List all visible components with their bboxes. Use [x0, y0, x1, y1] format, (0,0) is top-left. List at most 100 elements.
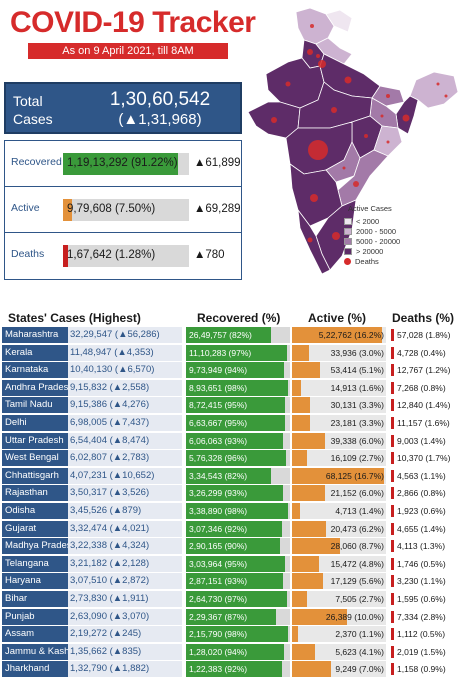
header-recovered: Recovered (%)	[197, 311, 281, 325]
active-bar	[292, 590, 307, 607]
active-cell: 30,131 (3.3%)	[292, 397, 386, 414]
deaths-value: 3,230 (1.1%)	[397, 576, 446, 587]
recovered-value: 3,07,346 (92%)	[189, 523, 248, 534]
death-bubble-jharkhand	[380, 114, 384, 118]
deaths-value: 1,595 (0.6%)	[397, 593, 446, 604]
state-cases: 9,15,386 (▲4,276)	[68, 397, 182, 414]
deaths-value: 1,746 (0.5%)	[397, 558, 446, 569]
active-value: 21,152 (6.0%)	[330, 488, 384, 499]
stat-label: Active	[11, 202, 40, 214]
active-cell: 2,370 (1.1%)	[292, 626, 386, 643]
recovered-cell: 1,28,020 (94%)	[186, 643, 290, 660]
deaths-bar	[391, 381, 394, 394]
deaths-value: 1,923 (0.6%)	[397, 505, 446, 516]
state-name: Tamil Nadu	[2, 397, 68, 414]
deaths-bar	[391, 452, 394, 465]
state-name: Gujarat	[2, 520, 68, 537]
deaths-cell: 11,157 (1.6%)	[388, 415, 460, 431]
recovered-bar	[186, 661, 282, 678]
recovered-value: 2,90,165 (90%)	[189, 541, 248, 552]
state-cases: 1,32,790 (▲1,882)	[68, 661, 182, 678]
stat-delta: ▲61,899	[194, 157, 241, 169]
deaths-value: 7,334 (2.8%)	[397, 611, 446, 622]
state-cases: 4,07,231 (▲10,652)	[68, 467, 182, 484]
active-cell: 39,338 (6.0%)	[292, 432, 386, 449]
death-bubble-maharashtra	[308, 140, 328, 160]
active-value: 2,370 (1.1%)	[335, 629, 384, 640]
state-name: Madhya Pradesh	[2, 538, 68, 555]
active-cell: 4,713 (1.4%)	[292, 502, 386, 519]
active-bar	[292, 450, 307, 467]
recovered-cell: 3,34,543 (82%)	[186, 467, 290, 484]
death-bubble-andhra-pradesh	[353, 181, 359, 187]
death-bubble-delhi	[318, 60, 326, 68]
legend-label: < 2000	[356, 216, 380, 226]
state-cases: 6,02,807 (▲2,783)	[68, 450, 182, 467]
table-row: Tamil Nadu 9,15,386 (▲4,276) 8,72,415 (95%…	[2, 397, 462, 415]
death-bubble-karnataka	[310, 194, 318, 202]
recovered-value: 2,87,151 (93%)	[189, 576, 248, 587]
active-value: 33,936 (3.0%)	[330, 347, 384, 358]
deaths-bar	[391, 663, 394, 676]
state-name: Telangana	[2, 555, 68, 572]
deaths-bar	[391, 469, 394, 482]
active-bar	[292, 485, 326, 502]
state-cases: 32,29,547 (▲56,286)	[68, 327, 182, 343]
active-bar	[292, 555, 319, 572]
state-cases: 2,19,272 (▲245)	[68, 626, 182, 643]
deaths-value: 4,728 (0.4%)	[397, 347, 446, 358]
state-name: Jammu & Kash..	[2, 643, 68, 660]
state-name: Chhattisgarh	[2, 467, 68, 484]
death-bubble-assam	[436, 82, 440, 86]
active-value: 9,249 (7.0%)	[335, 664, 384, 675]
recovered-bar	[186, 414, 285, 431]
deaths-cell: 4,113 (1.3%)	[388, 538, 460, 554]
state-name: West Bengal	[2, 450, 68, 467]
active-value: 4,713 (1.4%)	[335, 505, 384, 516]
active-bar	[292, 608, 348, 625]
state-cases: 6,54,404 (▲8,474)	[68, 432, 182, 449]
summary-stats-panel: Recovered 1,19,13,292 (91.22%) ▲61,899 A…	[4, 140, 242, 280]
recovered-cell: 3,38,890 (98%)	[186, 502, 290, 519]
deaths-cell: 4,728 (0.4%)	[388, 345, 460, 361]
table-row: Chhattisgarh 4,07,231 (▲10,652) 3,34,543 (…	[2, 467, 462, 486]
active-bar	[292, 432, 326, 449]
state-cases: 2,63,090 (▲3,070)	[68, 608, 182, 625]
header-deaths: Deaths (%)	[392, 311, 455, 325]
state-name: Delhi	[2, 414, 68, 431]
deaths-bar	[391, 434, 394, 447]
active-value: 68,125 (16.7%)	[325, 470, 384, 481]
state-cases: 3,21,182 (▲2,128)	[68, 555, 182, 572]
active-cell: 15,472 (4.8%)	[292, 555, 386, 572]
stat-value: 1,19,13,292 (91.22%)	[67, 157, 178, 169]
deaths-bar	[391, 487, 394, 500]
active-value: 14,913 (1.6%)	[330, 382, 384, 393]
deaths-bar	[391, 592, 394, 605]
active-cell: 16,109 (2.7%)	[292, 450, 386, 467]
deaths-value: 7,268 (0.8%)	[397, 382, 446, 393]
state-cases: 10,40,130 (▲6,570)	[68, 362, 182, 379]
recovered-bar	[186, 643, 284, 660]
recovered-bar	[186, 520, 282, 537]
recovered-value: 9,73,949 (94%)	[189, 365, 248, 376]
deaths-value: 9,003 (1.4%)	[397, 435, 446, 446]
stat-deaths: Deaths 1,67,642 (1.28%) ▲780	[5, 233, 241, 279]
deaths-bar	[391, 628, 394, 641]
recovered-cell: 6,06,063 (93%)	[186, 432, 290, 449]
deaths-cell: 12,767 (1.2%)	[388, 362, 460, 378]
death-bubble-uttar-pradesh	[344, 76, 352, 84]
total-cases-panel: Total Cases 1,30,60,542 (▲1,31,968)	[4, 82, 242, 134]
table-row: Uttar Pradesh 6,54,404 (▲8,474) 6,06,063 (…	[2, 432, 462, 451]
deaths-value: 4,563 (1.1%)	[397, 470, 446, 481]
table-row: Karnataka 10,40,130 (▲6,570) 9,73,949 (94%…	[2, 362, 462, 380]
deaths-bar	[391, 522, 394, 535]
table-row: Jharkhand 1,32,790 (▲1,882) 1,22,383 (92%)…	[2, 661, 462, 679]
recovered-value: 2,29,367 (87%)	[189, 611, 248, 622]
legend-item: > 20000	[344, 246, 400, 256]
recovered-bar	[186, 450, 286, 467]
recovered-value: 6,06,063 (93%)	[189, 435, 248, 446]
active-cell: 53,414 (5.1%)	[292, 362, 386, 379]
deaths-cell: 4,655 (1.4%)	[388, 521, 460, 537]
active-bar	[292, 327, 382, 343]
legend-title: Active Cases	[348, 204, 392, 213]
